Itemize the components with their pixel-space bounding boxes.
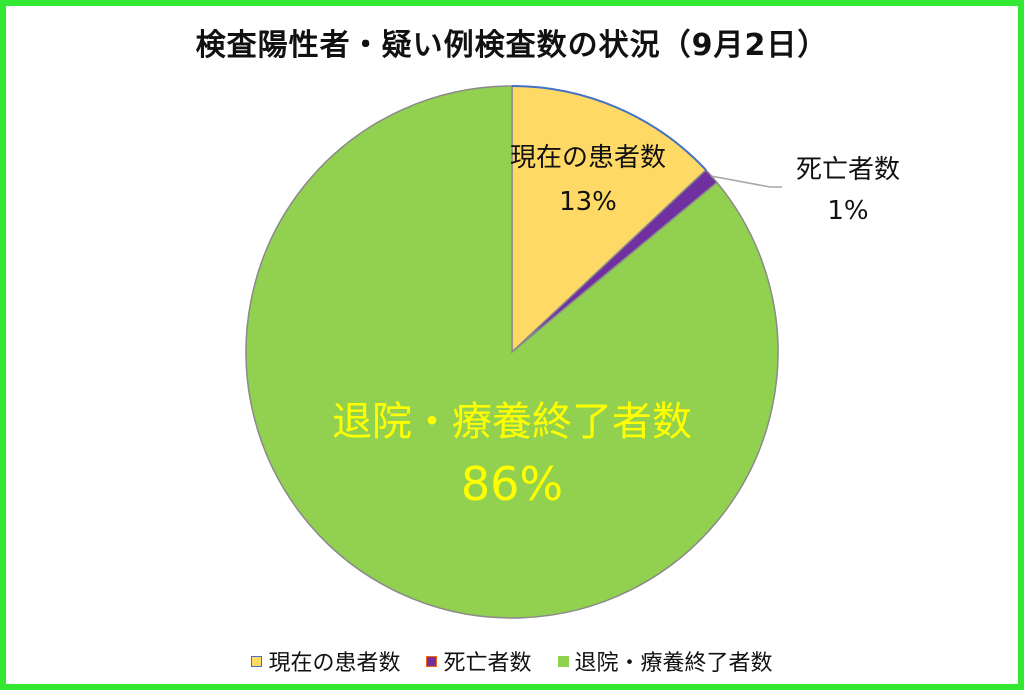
chart-title: 検査陽性者・疑い例検査数の状況（9月2日） (195, 28, 829, 63)
label-deaths-category: 死亡者数 (796, 155, 900, 185)
leader-line-deaths (711, 175, 782, 188)
legend-item: 退院・療養終了者数 (557, 645, 773, 677)
legend-swatch (251, 655, 263, 667)
label-current-patients-category: 現在の患者数 (510, 143, 666, 173)
legend-item: 死亡者数 (426, 645, 532, 677)
label-recovered-category: 退院・療養終了者数 (332, 399, 692, 445)
slice-recovered (245, 85, 779, 619)
legend: 現在の患者数 死亡者数 退院・療養終了者数 (0, 645, 1024, 677)
legend-swatch (426, 655, 438, 667)
label-current-patients-value: 13% (559, 187, 617, 217)
label-deaths-value: 1% (827, 196, 868, 226)
legend-label: 現在の患者数 (268, 651, 401, 676)
legend-item: 現在の患者数 (251, 645, 400, 677)
legend-label: 死亡者数 (443, 651, 532, 676)
label-recovered-value: 86% (461, 457, 563, 511)
slice-current-patients-edge (511, 85, 707, 171)
legend-label: 退院・療養終了者数 (574, 651, 773, 676)
legend-swatch (557, 655, 569, 667)
